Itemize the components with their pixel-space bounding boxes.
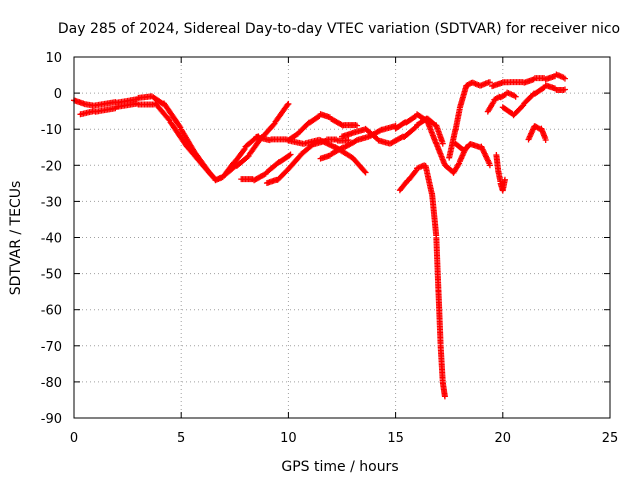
data-point	[412, 168, 419, 175]
data-point	[501, 176, 508, 183]
series-track-10	[392, 111, 470, 176]
series-track-3	[238, 151, 294, 184]
data-point	[286, 152, 293, 159]
x-tick-label: 0	[70, 431, 78, 446]
data-point	[498, 80, 505, 87]
data-point	[439, 140, 446, 147]
y-tick-label: -10	[41, 123, 62, 138]
data-point	[176, 123, 183, 130]
data-point	[284, 101, 291, 108]
data-point	[345, 137, 352, 144]
y-tick-label: 0	[54, 87, 62, 102]
y-tick-label: -30	[41, 195, 62, 210]
series-track-12	[452, 140, 493, 169]
y-tick-label: -20	[41, 159, 62, 174]
x-tick-label: 15	[387, 431, 404, 446]
x-tick-label: 20	[495, 431, 512, 446]
data-point	[486, 79, 493, 86]
series-track-16	[499, 82, 568, 119]
data-point	[411, 125, 418, 132]
data-points	[71, 71, 568, 400]
data-point	[165, 116, 172, 123]
y-tick-label: -40	[41, 232, 62, 247]
data-point	[361, 168, 368, 175]
data-point	[285, 100, 292, 107]
axis-ticks: 0 5 10 15 20 25 10 0 -10 -20 -30 -40 -50 -60 -70 -80 -90	[41, 51, 619, 446]
data-point	[270, 121, 277, 128]
data-point	[486, 162, 493, 169]
data-point	[441, 393, 448, 400]
series-track-11	[446, 79, 493, 161]
y-tick-label: -80	[41, 376, 62, 391]
chart-title: Day 285 of 2024, Sidereal Day-to-day VTE…	[58, 21, 620, 37]
data-point	[362, 169, 369, 176]
data-point	[561, 75, 568, 82]
data-point	[240, 147, 247, 154]
data-point	[354, 122, 361, 129]
series-track-13	[484, 89, 519, 115]
series-track-14	[493, 152, 508, 194]
data-point	[561, 86, 568, 93]
y-tick-label: -90	[41, 412, 62, 427]
y-tick-label: -70	[41, 340, 62, 355]
y-tick-label: -60	[41, 304, 62, 319]
x-axis-label: GPS time / hours	[281, 459, 398, 475]
data-point	[519, 103, 526, 110]
x-tick-label: 5	[177, 431, 185, 446]
y-tick-label: 10	[45, 51, 62, 66]
grid-lines	[74, 57, 610, 418]
series-track-15	[489, 71, 568, 90]
data-point	[542, 137, 549, 144]
y-tick-label: -50	[41, 268, 62, 283]
data-point	[530, 76, 537, 83]
series-track-2	[77, 100, 292, 184]
series-track-6	[253, 133, 369, 176]
x-tick-label: 25	[602, 431, 619, 446]
data-point	[244, 154, 251, 161]
data-point	[512, 93, 519, 100]
series-track-5	[285, 111, 361, 144]
x-tick-label: 10	[280, 431, 297, 446]
series-track-17	[525, 123, 549, 144]
y-axis-label: SDTVAR / TECUs	[8, 181, 24, 296]
series-track-9	[396, 162, 448, 400]
data-point	[287, 151, 294, 158]
